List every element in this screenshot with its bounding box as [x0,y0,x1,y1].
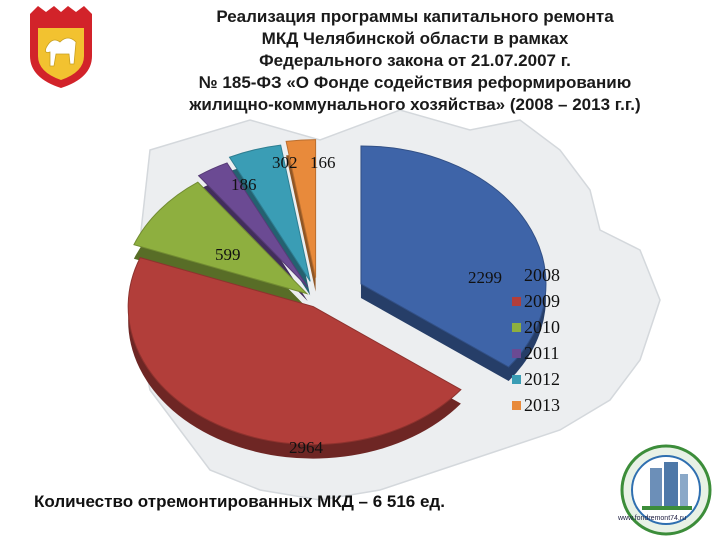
slide-title: Реализация программы капитального ремонт… [115,6,715,116]
pie-slice-2008 [360,145,547,368]
legend-label: 2010 [524,316,560,337]
data-label-2011: 186 [231,175,257,194]
title-line: МКД Челябинской области в рамках [261,29,569,48]
legend-swatch [512,296,521,306]
pie-slice-2010 [133,181,309,295]
pie-slice-2011 [197,162,309,288]
data-label-2013: 166 [310,153,336,172]
legend-item-2008: 2008 [512,262,560,288]
title-line: Федерального закона от 21.07.2007 г. [259,51,571,70]
fund-website-url: www.fondremont74.ru [618,515,687,522]
fund-logo-badge-icon [620,444,712,536]
legend-label: 2013 [524,394,560,415]
legend-label: 2008 [524,264,560,285]
legend-item-2012: 2012 [512,366,560,392]
data-label-2009: 2964 [289,438,324,457]
title-line: № 185-ФЗ «О Фонде содействия реформирова… [198,73,632,92]
data-label-2012: 302 [272,153,298,172]
legend-item-2013: 2013 [512,392,560,418]
data-label-2008: 2299 [468,268,502,287]
legend-swatch [512,400,521,410]
legend-swatch [512,322,521,332]
legend-label: 2011 [524,342,560,363]
legend-swatch [512,270,521,280]
legend-item-2010: 2010 [512,314,560,340]
data-label-2010: 599 [215,245,241,264]
legend-swatch [512,348,521,358]
legend-label: 2012 [524,368,560,389]
chart-legend: 2008 2009 2010 2011 2012 2013 [512,262,560,418]
pie-slice-2012 [228,144,311,282]
legend-label: 2009 [524,290,560,311]
title-line: жилищно-коммунального хозяйства» (2008 –… [189,95,641,114]
title-line: Реализация программы капитального ремонт… [216,7,614,26]
pie-slice-2013 [285,139,317,278]
pie-slice-2009 [127,257,462,446]
legend-swatch [512,374,521,384]
total-count-text: Количество отремонтированных МКД – 6 516… [34,492,445,511]
chelyabinsk-emblem-icon [30,6,92,88]
legend-item-2009: 2009 [512,288,560,314]
legend-item-2011: 2011 [512,340,560,366]
